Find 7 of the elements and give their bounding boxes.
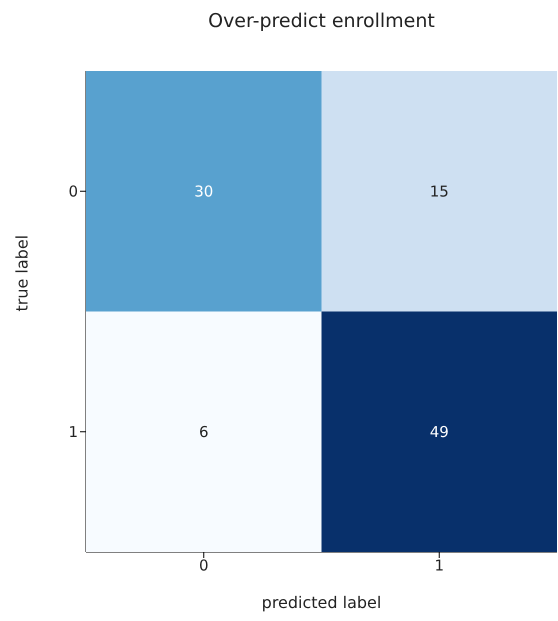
y-axis-title: true label	[12, 234, 32, 312]
data-label: 15	[430, 182, 449, 200]
x-axis-title: predicted label	[262, 593, 382, 612]
data-label: 49	[430, 422, 449, 441]
data-label: 30	[194, 182, 214, 200]
chart-title: Over-predict enrollment	[207, 10, 436, 32]
data-label: 6	[198, 422, 209, 441]
